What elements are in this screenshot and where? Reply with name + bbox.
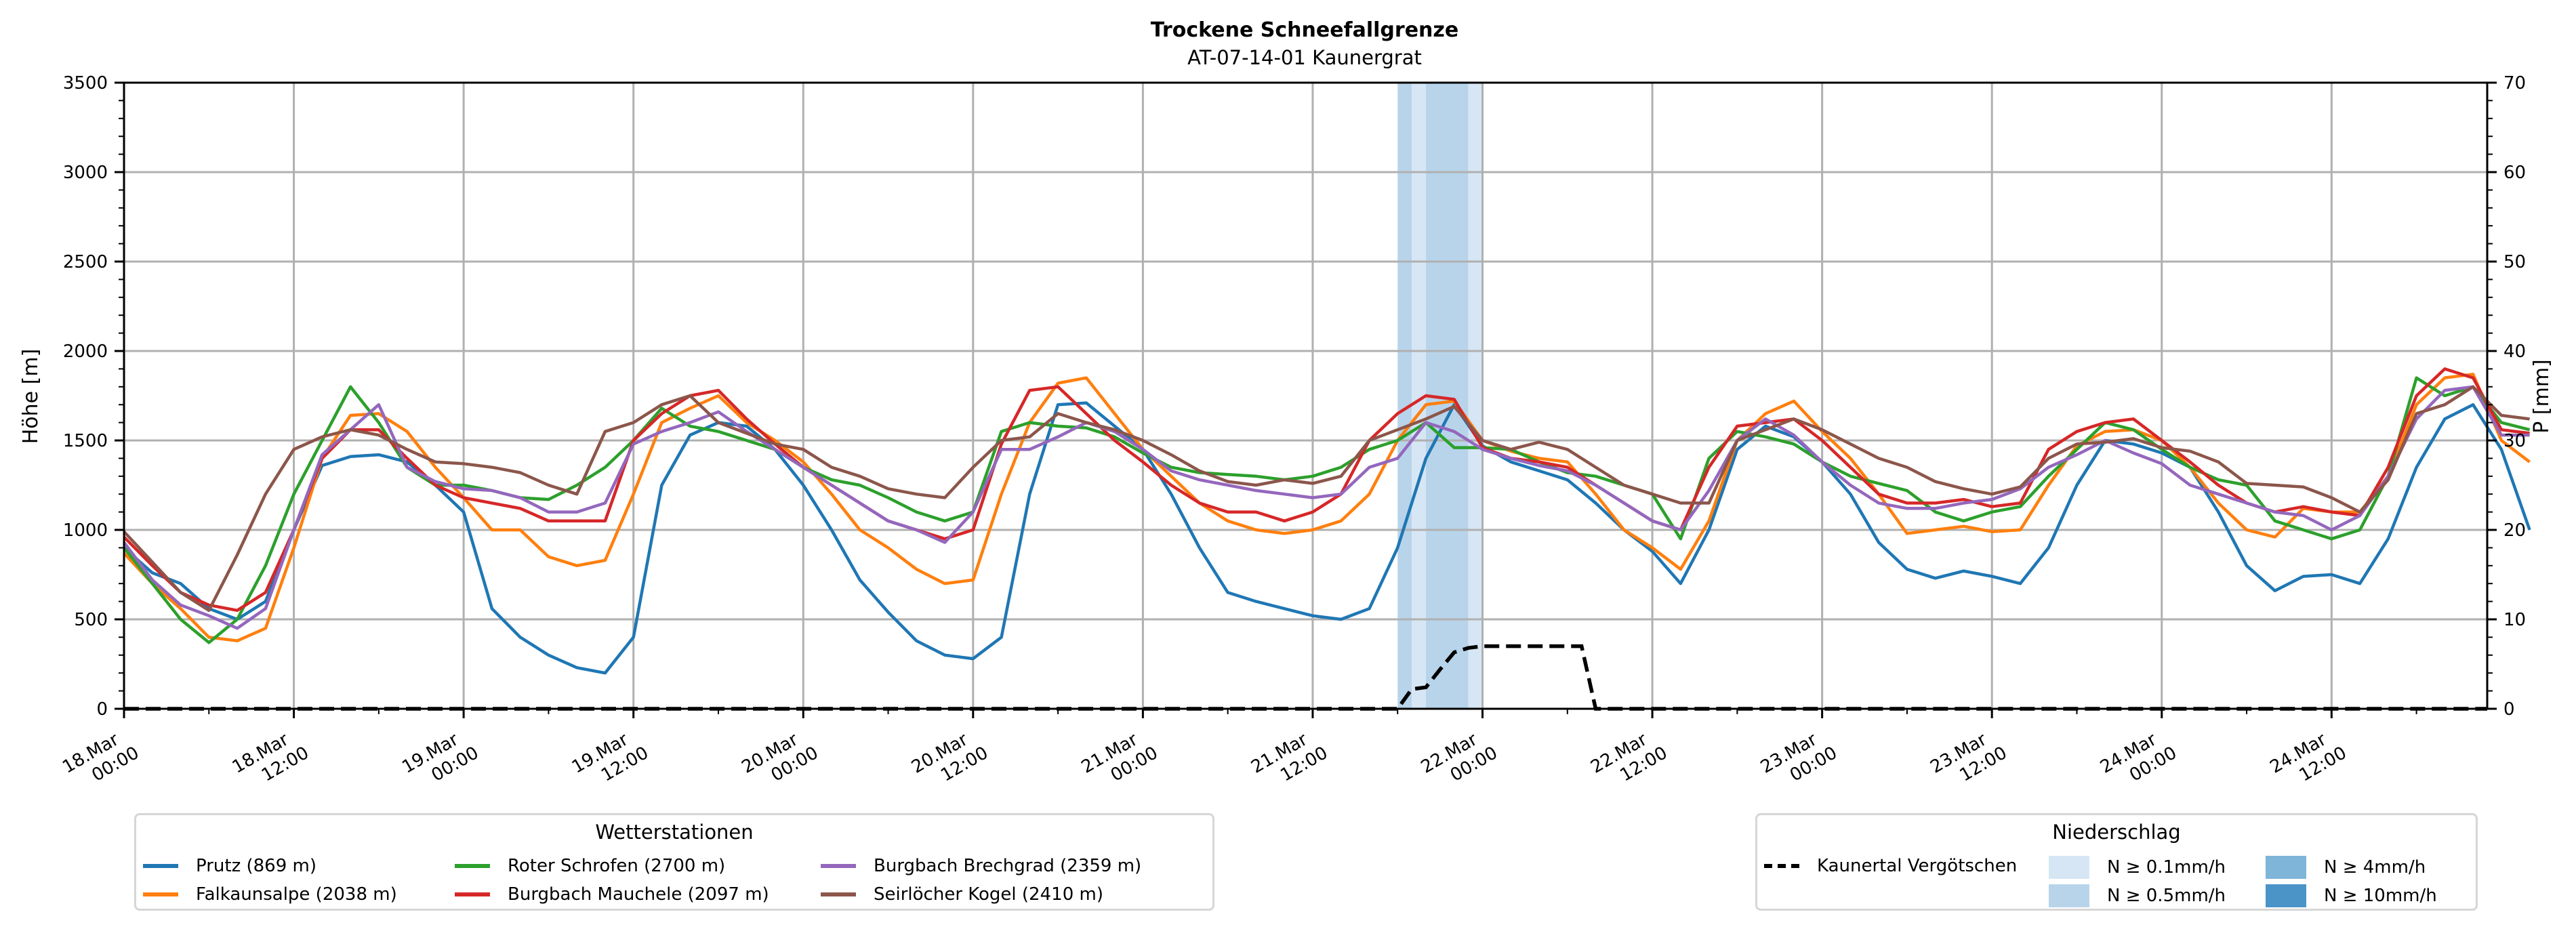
precip-band (1412, 83, 1426, 709)
legend-item-precip: Kaunertal Vergötschen (1764, 856, 2017, 876)
legend-swatch (2049, 856, 2089, 879)
legend-item-station: Roter Schrofen (2700 m) (455, 856, 725, 876)
series-line-6 (123, 385, 2530, 613)
legend-item-precip: N ≥ 0.1mm/h (2049, 856, 2226, 879)
y-tick-label-right: 50 (2503, 252, 2526, 272)
y-axis-label-right: P [mm] (2530, 359, 2554, 433)
legend-stations: Wetterstationen Prutz (869 m) Falkaunsalp… (134, 813, 1214, 911)
y-axis-label-left: Höhe [m] (19, 349, 43, 445)
legend-item-station: Prutz (869 m) (143, 856, 316, 876)
y-tick-label-right: 30 (2503, 431, 2526, 451)
legend-item-precip: N ≥ 10mm/h (2266, 884, 2437, 907)
y-tick-label-right: 40 (2503, 342, 2526, 362)
precip-bands (1397, 83, 1483, 709)
legend-swatch (143, 864, 178, 868)
legend-precip-title: Niederschlag (2052, 821, 2181, 844)
legend-swatch (821, 864, 856, 868)
legend-label: N ≥ 0.5mm/h (2107, 886, 2226, 906)
y-tick-label-right: 20 (2503, 520, 2526, 541)
legend-swatch (821, 892, 856, 896)
series-lines (123, 367, 2531, 711)
legend-swatch (2266, 856, 2306, 879)
chart-subtitle: AT-07-14-01 Kaunergrat (1187, 46, 1422, 69)
y-tick-label-right: 60 (2503, 163, 2526, 183)
y-ticks-left: 0 500 1000 1500 2000 2500 3000 3500 (63, 73, 124, 720)
y-tick-label-left: 3000 (63, 163, 108, 183)
legend-swatch (2266, 884, 2306, 907)
series-line-4 (123, 367, 2530, 613)
legend-swatch (143, 892, 178, 896)
legend-item-station: Falkaunsalpe (2038 m) (143, 884, 397, 905)
plot-frame (123, 81, 2489, 710)
legend-label: N ≥ 0.1mm/h (2107, 857, 2226, 878)
legend-stations-title: Wetterstationen (595, 821, 754, 844)
y-tick-label-left: 3500 (63, 73, 108, 94)
legend-label: Roter Schrofen (2700 m) (508, 856, 726, 876)
precip-band (1468, 83, 1483, 709)
precip-band (1397, 83, 1412, 709)
y-tick-label-right: 0 (2503, 699, 2515, 720)
series-line-2 (123, 373, 2531, 642)
legend-label: N ≥ 10mm/h (2324, 886, 2437, 906)
chart-title: Trockene Schneefallgrenze (1151, 18, 1458, 42)
series-line-3 (123, 376, 2531, 644)
y-tick-label-left: 1000 (63, 520, 108, 541)
y-tick-label-left: 500 (74, 610, 108, 630)
legend-swatch (1764, 864, 1799, 868)
legend-precipitation: Niederschlag Kaunertal Vergötschen N ≥ 0.… (1755, 813, 2478, 911)
legend-item-station: Burgbach Brechgrad (2359 m) (821, 856, 1141, 876)
legend-label: Seirlöcher Kogel (2410 m) (874, 884, 1103, 905)
axes (123, 81, 2489, 710)
legend-swatch (2049, 884, 2089, 907)
legend-item-precip: N ≥ 0.5mm/h (2049, 884, 2226, 907)
legend-label: Burgbach Mauchele (2097 m) (508, 884, 769, 905)
legend-item-precip: N ≥ 4mm/h (2266, 856, 2426, 879)
y-tick-label-left: 2000 (63, 342, 108, 362)
legend-label: Kaunertal Vergötschen (1817, 856, 2018, 876)
legend-label: Falkaunsalpe (2038 m) (196, 884, 397, 905)
legend-swatch (455, 892, 490, 896)
y-tick-label-left: 0 (96, 699, 108, 720)
legend-label: N ≥ 4mm/h (2324, 857, 2426, 878)
legend-item-station: Seirlöcher Kogel (2410 m) (821, 884, 1103, 905)
y-tick-label-left: 2500 (63, 252, 108, 272)
y-tick-label-left: 1500 (63, 431, 108, 451)
series-line-5 (123, 385, 2530, 630)
precip-line-kaunertal (124, 644, 2487, 711)
legend-item-station: Burgbach Mauchele (2097 m) (455, 884, 769, 905)
legend-swatch (455, 864, 490, 868)
y-tick-label-right: 70 (2503, 73, 2526, 94)
y-tick-label-right: 10 (2503, 610, 2526, 630)
y-ticks-right: 0 10 20 30 40 50 60 70 (2487, 73, 2526, 720)
series-line-1 (123, 401, 2531, 675)
legend-label: Burgbach Brechgrad (2359 m) (874, 856, 1142, 876)
legend-label: Prutz (869 m) (196, 856, 317, 876)
